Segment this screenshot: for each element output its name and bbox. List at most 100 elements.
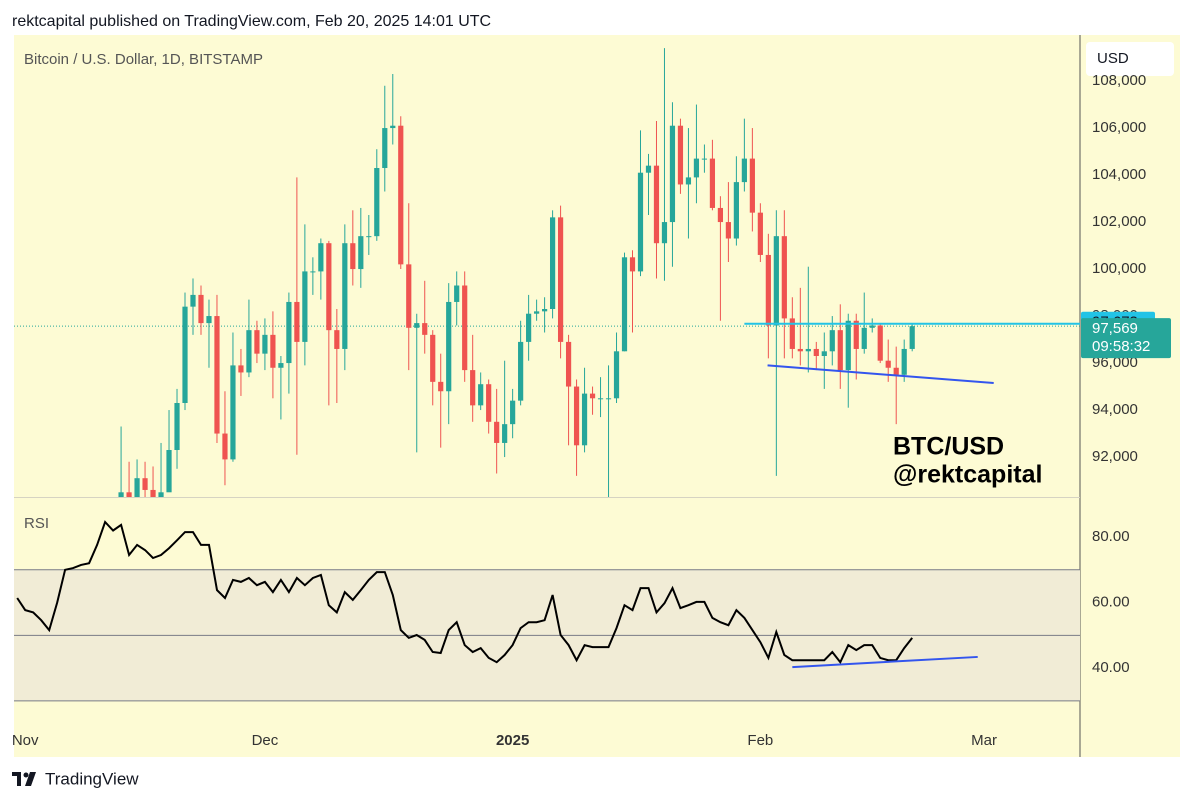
- candle-body: [565, 341, 572, 387]
- candle-body: [821, 351, 827, 357]
- candle-body: [262, 334, 268, 354]
- currency-box: [1086, 42, 1174, 76]
- candle-body: [693, 158, 700, 178]
- candle-body: [669, 125, 676, 223]
- candle-body: [342, 243, 348, 349]
- candle-body: [494, 421, 500, 443]
- candle-body: [350, 243, 356, 270]
- candle-body: [725, 222, 731, 239]
- candle-body: [534, 311, 540, 314]
- header: rektcapital published on TradingView.com…: [12, 13, 491, 30]
- price-pane: [14, 48, 1080, 497]
- candle-body: [709, 158, 716, 208]
- candle-body: [366, 236, 372, 238]
- candle-body: [270, 334, 276, 368]
- candle-body: [182, 306, 188, 404]
- candle-body: [334, 330, 340, 349]
- candle-body: [198, 294, 204, 324]
- candle-body: [390, 125, 396, 129]
- rsi-label: RSI: [24, 515, 49, 532]
- candle-body: [478, 384, 484, 406]
- y-tick-label: 96,000: [1092, 354, 1138, 371]
- annotation: @rektcapital: [893, 461, 1042, 489]
- candle-body: [422, 323, 428, 335]
- rsi-trendline: [792, 655, 978, 669]
- currency: USD: [1097, 50, 1129, 67]
- x-tick-label: Nov: [12, 732, 39, 749]
- last-price-tag: [1081, 318, 1171, 359]
- candle-body: [893, 367, 899, 375]
- candle-body: [717, 207, 724, 223]
- candle-body: [150, 489, 156, 497]
- rsi-tick-label: 60.00: [1092, 594, 1130, 611]
- candle-body: [246, 330, 252, 373]
- candle-body: [278, 363, 284, 368]
- candle-body: [797, 348, 803, 352]
- annotation: BTC/USD: [893, 433, 1004, 461]
- candle-body: [597, 398, 604, 400]
- candle-body: [805, 348, 811, 352]
- candle-body: [118, 492, 124, 497]
- candle-body: [765, 254, 771, 326]
- candle-body: [310, 271, 316, 273]
- candle-body: [677, 125, 684, 185]
- candle-body: [605, 398, 612, 400]
- candle-body: [701, 158, 708, 160]
- rsi-tick-label: 40.00: [1092, 659, 1130, 676]
- candle-body: [166, 450, 172, 493]
- brand: TradingView: [45, 769, 139, 788]
- x-tick-label: Mar: [971, 732, 997, 749]
- candle-body: [510, 400, 516, 425]
- candle-body: [254, 330, 260, 354]
- candle-body: [286, 301, 292, 364]
- candle-body: [845, 320, 851, 371]
- candle-body: [645, 165, 652, 173]
- candle-body: [869, 325, 875, 328]
- candle-body: [733, 182, 739, 239]
- candle-body: [398, 125, 404, 265]
- candle-body: [685, 177, 692, 185]
- candle-body: [637, 172, 644, 272]
- x-tick-label: 2025: [496, 732, 529, 749]
- candle-body: [358, 236, 364, 270]
- candle-body: [238, 365, 244, 373]
- candle-body: [454, 285, 460, 302]
- candle-body: [901, 348, 907, 375]
- y-tick-label: 106,000: [1092, 119, 1146, 136]
- candle-body: [661, 222, 668, 244]
- candle-body: [462, 285, 468, 371]
- y-tick-label: 102,000: [1092, 213, 1146, 230]
- candle-body: [430, 334, 436, 382]
- x-tick-label: Dec: [252, 732, 279, 749]
- candle-body: [877, 325, 883, 361]
- candle-body: [438, 381, 444, 392]
- y-tick-label: 92,000: [1092, 448, 1138, 465]
- candle-body: [853, 320, 859, 349]
- candle-body: [781, 236, 787, 319]
- candle-body: [789, 318, 795, 349]
- brand-logo: [12, 772, 36, 786]
- candle-body: [757, 212, 763, 255]
- candle-body: [174, 403, 180, 451]
- y-tick-label: 108,000: [1092, 72, 1146, 89]
- candle-body: [741, 158, 747, 183]
- candle-body: [837, 330, 843, 371]
- countdown: 09:58:32: [1092, 338, 1150, 355]
- candle-body: [629, 257, 636, 272]
- candle-body: [526, 313, 532, 342]
- candle-body: [230, 365, 236, 460]
- candle-body: [542, 309, 548, 312]
- candle-body: [486, 384, 492, 422]
- candle-body: [446, 301, 452, 392]
- candle-body: [613, 351, 620, 399]
- y-tick-label: 104,000: [1092, 166, 1146, 183]
- candle-body: [414, 323, 420, 328]
- candle-body: [549, 217, 556, 310]
- candle-body: [294, 301, 300, 342]
- last-price-label: 97,569: [1092, 320, 1138, 337]
- candle-body: [382, 128, 388, 169]
- candle-body: [374, 168, 380, 237]
- y-tick-label: 94,000: [1092, 401, 1138, 418]
